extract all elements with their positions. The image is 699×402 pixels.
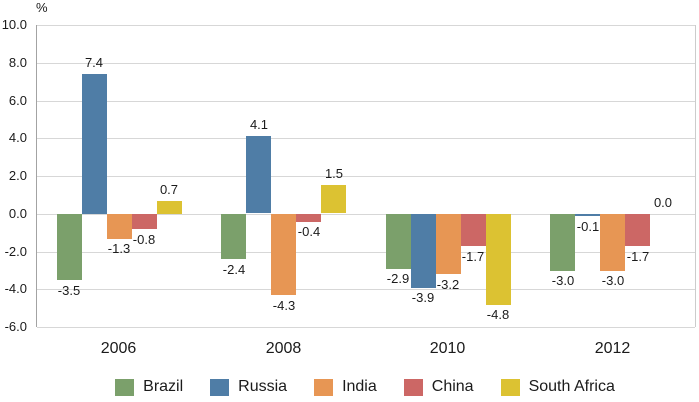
legend-item-india: India [314, 378, 377, 396]
y-tick-label: 6.0 [8, 93, 27, 108]
y-axis-unit-label: % [36, 0, 48, 15]
bar-value-label: -1.3 [107, 241, 131, 256]
gridline [37, 327, 695, 328]
bar-china-2006 [132, 214, 157, 229]
legend-label: China [431, 378, 474, 395]
y-tick-label: -6.0 [4, 319, 27, 334]
bar-brazil-2012 [550, 214, 575, 271]
bar-value-label: -4.8 [486, 307, 510, 322]
bar-value-label: -3.9 [411, 290, 435, 305]
bar-russia-2010 [411, 214, 436, 288]
bar-china-2008 [296, 214, 321, 222]
bar-india-2010 [436, 214, 461, 274]
bar-value-label: -4.3 [272, 298, 296, 313]
bar-value-label: -0.1 [576, 219, 600, 234]
bar-china-2012 [625, 214, 650, 246]
gridline [37, 138, 695, 139]
bar-value-label: -3.0 [551, 273, 575, 288]
bar-brazil-2008 [221, 214, 246, 259]
bar-value-label: -1.7 [626, 249, 650, 264]
gridline [37, 252, 695, 253]
y-tick-label: 2.0 [8, 168, 27, 183]
gridline [37, 25, 695, 26]
bar-value-label: -3.0 [601, 273, 625, 288]
bar-value-label: 1.5 [324, 166, 344, 181]
bar-brazil-2010 [386, 214, 411, 269]
legend-swatch [500, 378, 520, 396]
legend-item-brazil: Brazil [115, 378, 183, 396]
x-category-label: 2010 [429, 340, 466, 357]
legend-label: Brazil [143, 378, 184, 395]
bar-value-label: 4.1 [249, 117, 269, 132]
gridline [37, 176, 695, 177]
legend-label: Russia [238, 378, 288, 395]
gridline [37, 101, 695, 102]
y-tick-label: 0.0 [8, 206, 27, 221]
legend: Brazil Russia India China South Africa [36, 377, 694, 397]
bar-india-2008 [271, 214, 296, 295]
legend-label: South Africa [528, 378, 615, 395]
bar-india-2006 [107, 214, 132, 239]
bar-russia-2006 [82, 74, 107, 214]
bar-south-africa-2010 [486, 214, 511, 305]
y-tick-label: 10.0 [1, 17, 27, 32]
plot-area: -3.5 7.4 -1.3 -0.8 0.7 -2.4 4.1 -4.3 -0.4 1.5 -2.9… [36, 25, 696, 328]
x-category-label: 2008 [265, 340, 302, 357]
legend-item-russia: Russia [210, 378, 287, 396]
legend-item-south-africa: South Africa [500, 378, 615, 396]
bar-south-africa-2008 [321, 185, 346, 213]
legend-swatch [210, 378, 230, 396]
y-tick-label: 8.0 [8, 55, 27, 70]
bar-russia-2012 [575, 214, 600, 216]
y-tick-label: -2.0 [4, 244, 27, 259]
bar-value-label: 0.0 [653, 195, 673, 210]
legend-swatch [403, 378, 423, 396]
y-tick-label: -4.0 [4, 281, 27, 296]
bar-india-2012 [600, 214, 625, 271]
legend-swatch [115, 378, 135, 396]
legend-label: India [342, 378, 377, 395]
bar-value-label: -1.7 [461, 249, 485, 264]
bar-value-label: -0.8 [132, 232, 156, 247]
x-category-label: 2012 [594, 340, 631, 357]
legend-item-china: China [403, 378, 474, 396]
bar-value-label: -2.4 [222, 262, 246, 277]
bar-russia-2008 [246, 136, 271, 213]
bar-south-africa-2006 [157, 201, 182, 214]
x-category-label: 2006 [100, 340, 137, 357]
bar-value-label: 0.7 [159, 182, 179, 197]
gridline [37, 289, 695, 290]
gridline [37, 63, 695, 64]
bar-value-label: -3.5 [57, 283, 81, 298]
bar-value-label: 7.4 [84, 55, 104, 70]
bar-value-label: -2.9 [386, 271, 410, 286]
y-tick-label: 4.0 [8, 130, 27, 145]
gridline [37, 214, 695, 215]
bar-value-label: -3.2 [436, 277, 460, 292]
bar-china-2010 [461, 214, 486, 246]
bar-value-label: -0.4 [297, 224, 321, 239]
legend-swatch [314, 378, 334, 396]
bar-brazil-2006 [57, 214, 82, 280]
